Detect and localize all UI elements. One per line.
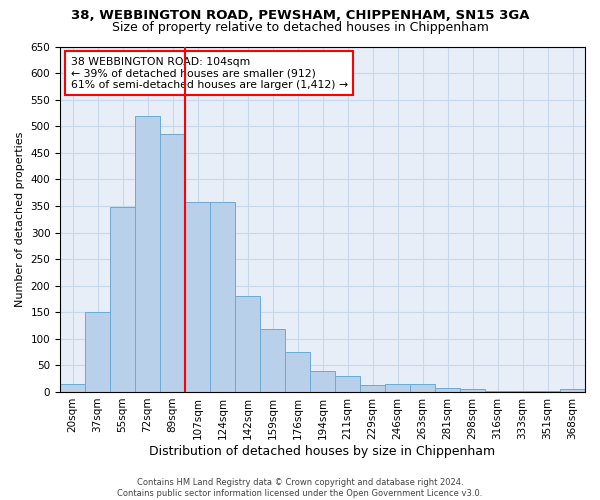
Bar bbox=[160, 134, 185, 392]
Bar bbox=[85, 312, 110, 392]
Bar bbox=[435, 388, 460, 392]
Text: Size of property relative to detached houses in Chippenham: Size of property relative to detached ho… bbox=[112, 21, 488, 34]
Bar bbox=[185, 202, 210, 392]
Bar bbox=[535, 391, 560, 392]
Bar bbox=[335, 376, 360, 392]
Bar bbox=[360, 385, 385, 392]
Bar bbox=[260, 329, 285, 392]
Text: 38, WEBBINGTON ROAD, PEWSHAM, CHIPPENHAM, SN15 3GA: 38, WEBBINGTON ROAD, PEWSHAM, CHIPPENHAM… bbox=[71, 9, 529, 22]
Bar bbox=[310, 370, 335, 392]
Bar bbox=[60, 384, 85, 392]
Bar bbox=[385, 384, 410, 392]
Bar bbox=[285, 352, 310, 392]
X-axis label: Distribution of detached houses by size in Chippenham: Distribution of detached houses by size … bbox=[149, 444, 496, 458]
Text: 38 WEBBINGTON ROAD: 104sqm
← 39% of detached houses are smaller (912)
61% of sem: 38 WEBBINGTON ROAD: 104sqm ← 39% of deta… bbox=[71, 57, 347, 90]
Bar bbox=[410, 384, 435, 392]
Bar bbox=[560, 390, 585, 392]
Bar bbox=[460, 390, 485, 392]
Bar bbox=[210, 202, 235, 392]
Bar bbox=[235, 296, 260, 392]
Bar bbox=[510, 391, 535, 392]
Bar bbox=[110, 207, 135, 392]
Bar bbox=[135, 116, 160, 392]
Y-axis label: Number of detached properties: Number of detached properties bbox=[15, 132, 25, 307]
Bar bbox=[485, 391, 510, 392]
Text: Contains HM Land Registry data © Crown copyright and database right 2024.
Contai: Contains HM Land Registry data © Crown c… bbox=[118, 478, 482, 498]
